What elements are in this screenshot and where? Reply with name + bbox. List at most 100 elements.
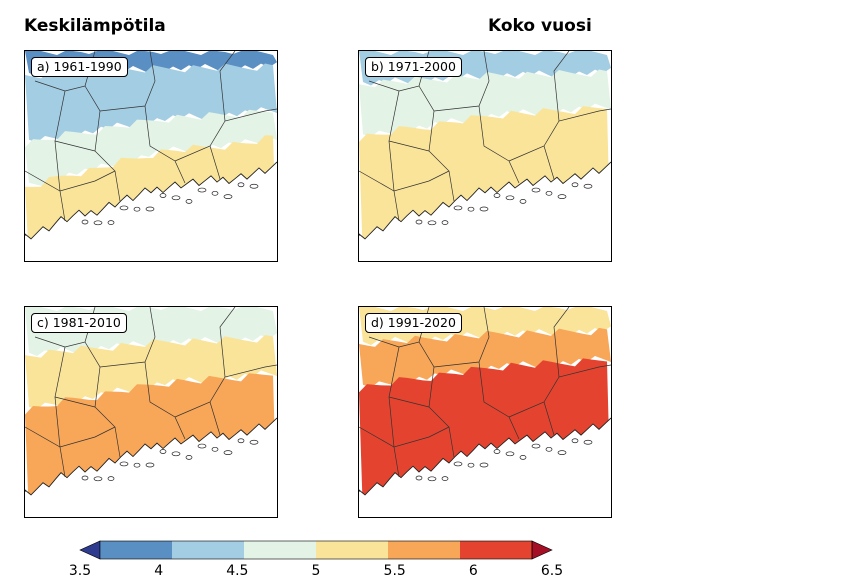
island — [531, 443, 541, 449]
municipal-border — [478, 361, 520, 440]
municipal-border — [388, 346, 400, 478]
temperature-field — [359, 51, 611, 239]
island — [81, 219, 89, 225]
island — [237, 182, 245, 188]
colorbar-tick-label: 5.5 — [384, 563, 406, 576]
island — [571, 438, 579, 444]
period-label: b) 1971-2000 — [365, 57, 462, 77]
island — [223, 450, 233, 455]
island — [197, 443, 207, 449]
municipal-border — [209, 401, 221, 436]
municipal-border — [54, 396, 96, 408]
temperature-band — [25, 335, 277, 410]
island — [467, 462, 475, 468]
island — [237, 438, 245, 444]
island — [133, 206, 141, 212]
island — [441, 476, 449, 481]
colorbar-segment — [388, 541, 460, 559]
colorbar-tick-label: 4 — [154, 563, 163, 576]
municipal-border — [478, 105, 520, 184]
map-panel-1991-2020: d) 1991-2020 — [358, 306, 612, 518]
colorbar-extend-low — [79, 540, 101, 560]
island — [81, 475, 89, 481]
island — [583, 439, 593, 445]
island — [531, 187, 541, 193]
island — [145, 462, 155, 468]
municipal-border — [388, 396, 430, 408]
colorbar-segment — [460, 541, 532, 559]
coastline — [359, 417, 611, 496]
map-panel-1961-1990: a) 1961-1990 — [24, 50, 278, 262]
island — [249, 439, 259, 445]
temperature-field — [359, 307, 611, 495]
temperature-band — [25, 63, 277, 143]
temperature-band — [359, 106, 611, 239]
island — [479, 206, 489, 212]
island — [185, 199, 193, 204]
island — [107, 476, 115, 481]
island — [119, 461, 129, 467]
municipal-border — [54, 90, 66, 222]
island — [159, 193, 167, 198]
island — [571, 182, 579, 188]
municipal-border — [433, 307, 490, 368]
island — [467, 206, 475, 212]
island — [415, 219, 423, 225]
temperature-field — [25, 307, 277, 495]
municipal-border — [359, 170, 450, 192]
colorbar-tick-label: 4.5 — [226, 563, 248, 576]
island — [415, 475, 423, 481]
island — [479, 462, 489, 468]
period-label: d) 1991-2020 — [365, 313, 462, 333]
colorbar-segment — [316, 541, 388, 559]
chart-title: Keskilämpötila — [24, 16, 166, 36]
island — [211, 446, 219, 452]
municipal-border — [144, 105, 186, 184]
island — [107, 220, 115, 225]
island — [505, 195, 515, 201]
temperature-map — [25, 307, 277, 496]
temperature-band — [359, 358, 611, 495]
period-label: a) 1961-1990 — [31, 57, 128, 77]
island — [133, 462, 141, 468]
colorbar-extend-high — [531, 540, 553, 560]
island — [453, 461, 463, 467]
colorbar-frame — [99, 540, 533, 560]
temperature-band — [359, 327, 611, 388]
temperature-band — [25, 109, 277, 187]
municipal-border — [219, 51, 236, 122]
island — [519, 199, 527, 204]
island — [441, 220, 449, 225]
municipal-border — [433, 51, 490, 112]
municipal-border — [553, 307, 570, 378]
island — [545, 446, 553, 452]
island — [453, 205, 463, 211]
colorbar-segment — [244, 541, 316, 559]
island — [93, 220, 103, 226]
island — [197, 187, 207, 193]
municipal-border — [553, 51, 570, 122]
island — [171, 451, 181, 457]
temperature-map — [359, 307, 611, 496]
island — [145, 206, 155, 212]
colorbar: 3.5 4 4.5 5 5.5 6 6.5 — [69, 540, 563, 576]
municipal-border — [144, 361, 186, 440]
island — [493, 193, 501, 198]
island — [171, 195, 181, 201]
season-title: Koko vuosi — [488, 16, 592, 36]
colorbar-tick-label: 3.5 — [69, 563, 91, 576]
island — [93, 476, 103, 482]
island — [519, 455, 527, 460]
municipal-border — [54, 140, 96, 152]
temperature-band — [359, 69, 611, 137]
island — [211, 190, 219, 196]
map-panel-1981-2010: c) 1981-2010 — [24, 306, 278, 518]
temperature-map — [25, 51, 277, 240]
island — [427, 220, 437, 226]
island — [249, 183, 259, 189]
municipal-border — [359, 426, 450, 448]
island — [223, 194, 233, 199]
temperature-field — [25, 51, 277, 239]
colorbar-tick-label: 6.5 — [541, 563, 563, 576]
colorbar-tick-label: 6 — [469, 563, 478, 576]
